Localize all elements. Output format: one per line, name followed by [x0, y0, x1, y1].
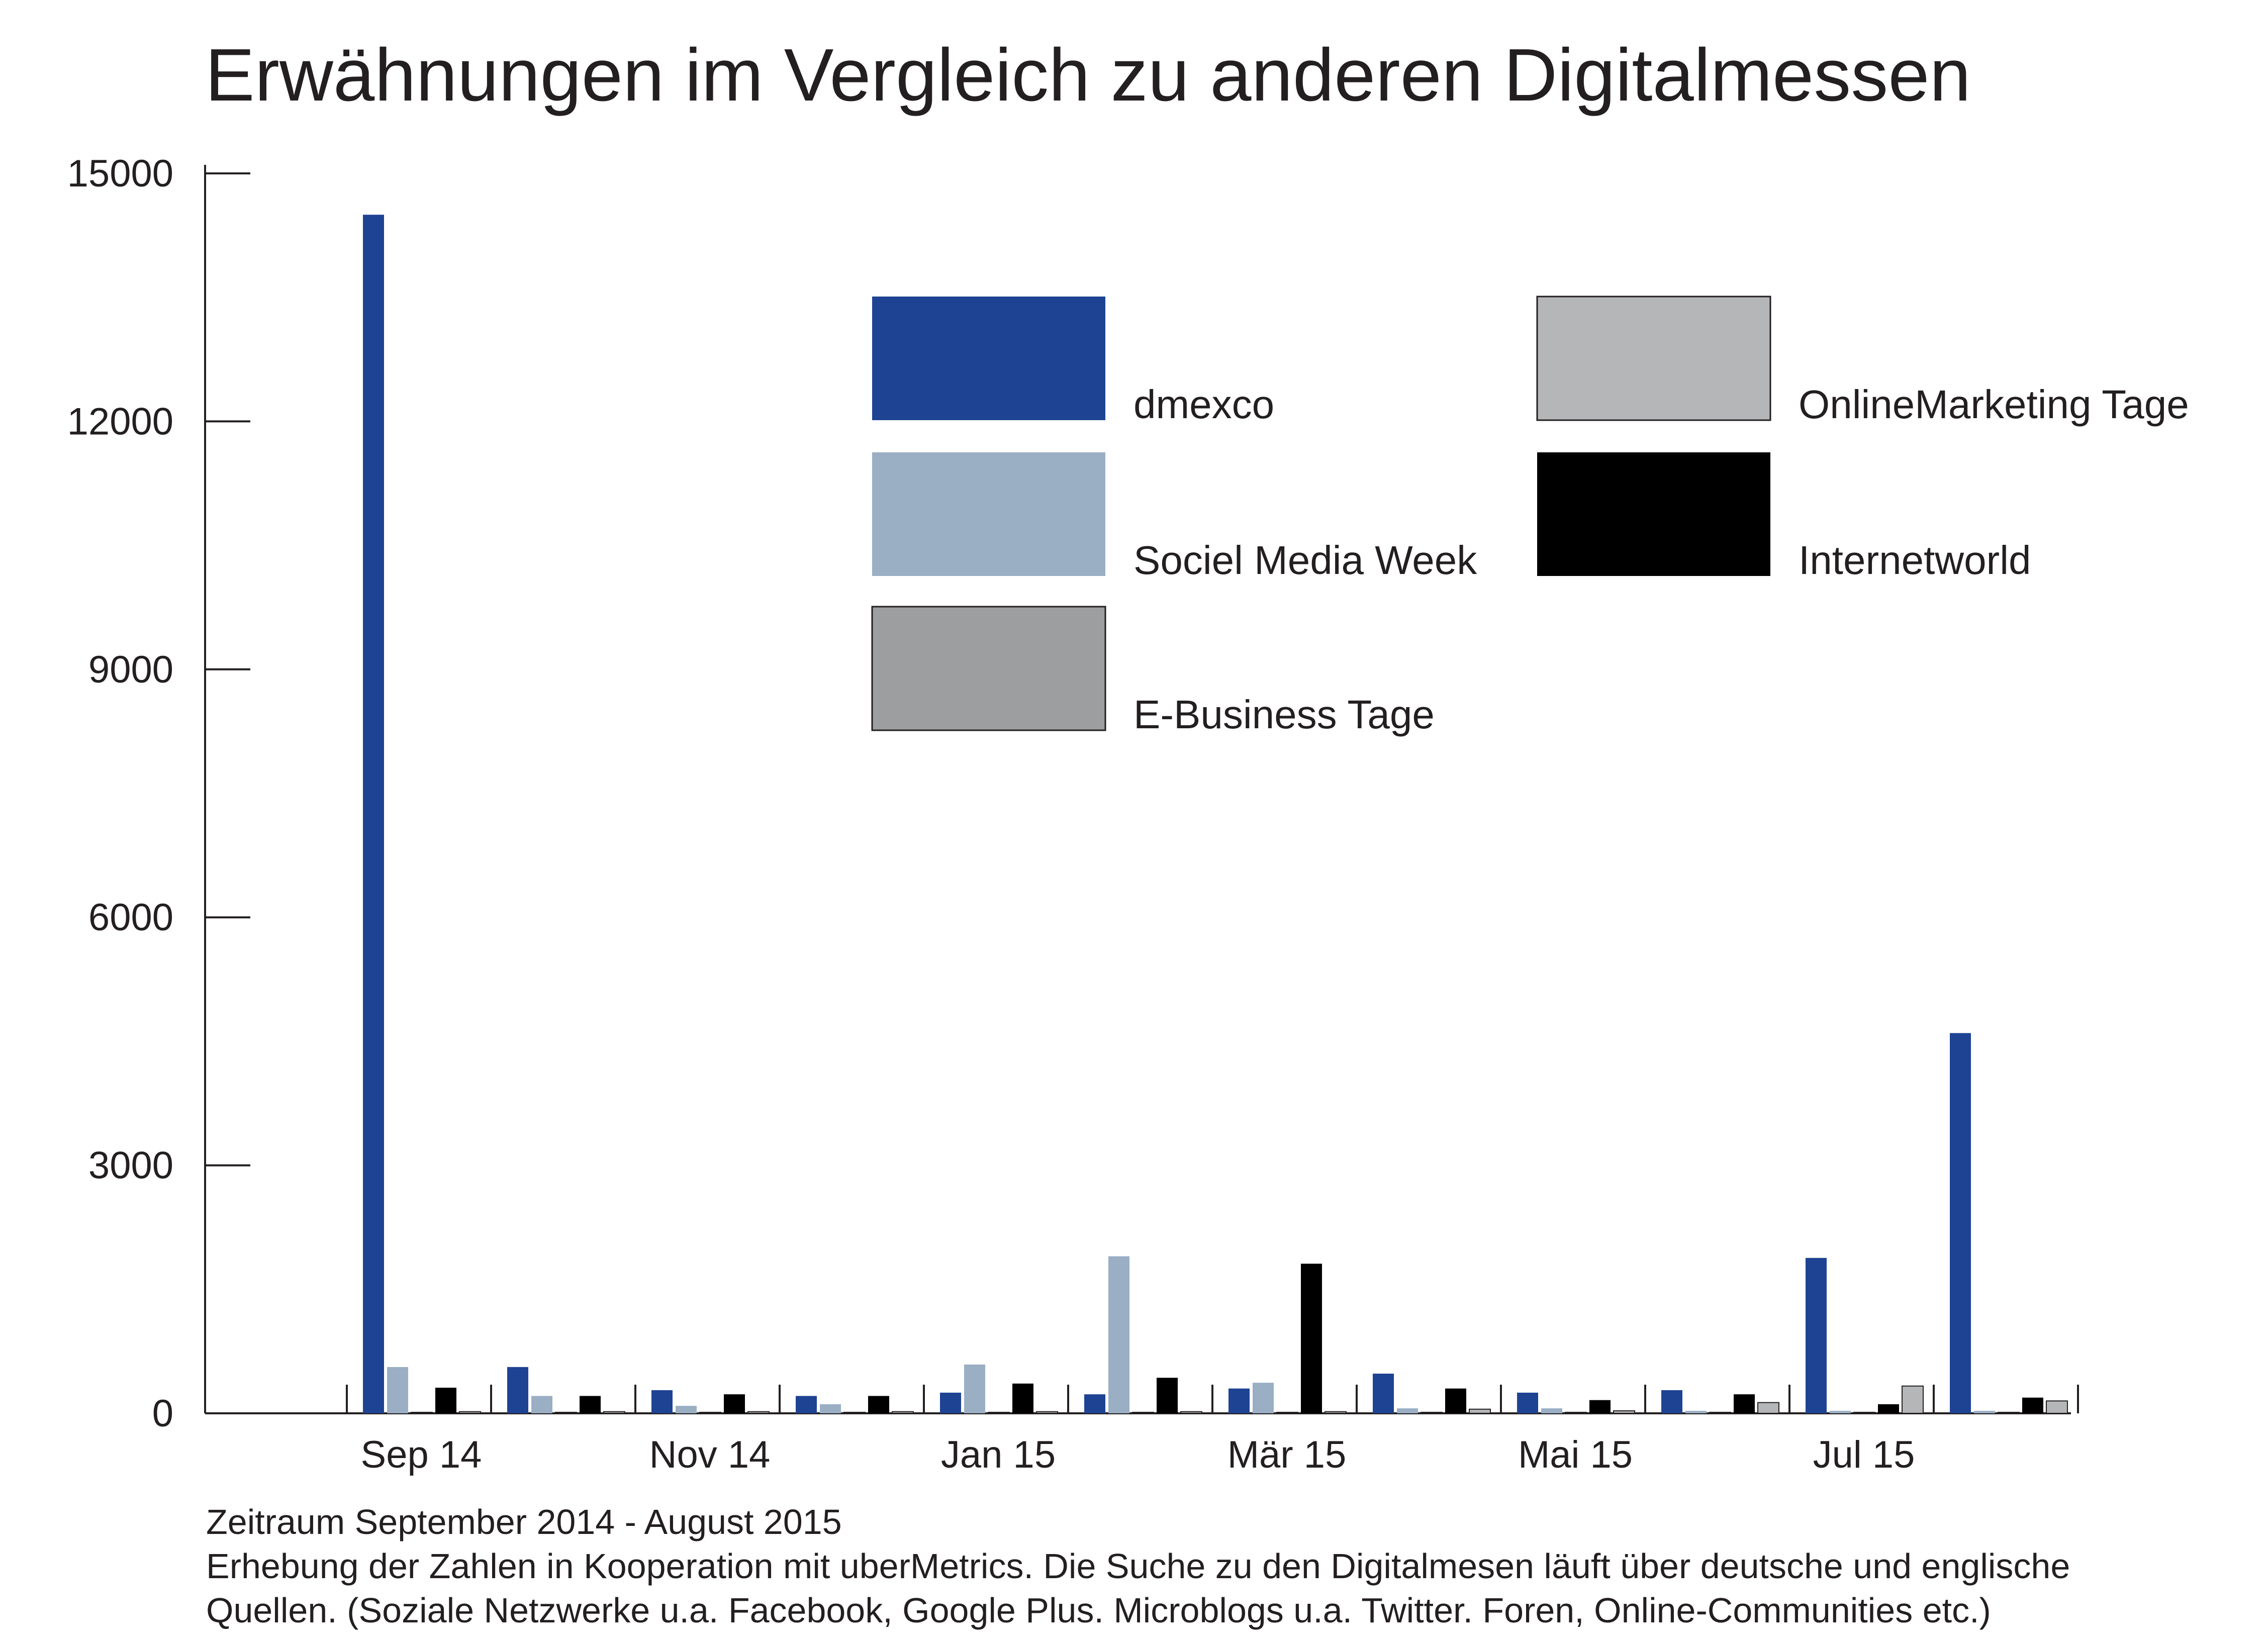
bar-dmexco-mär-15	[1228, 1388, 1250, 1413]
bar-sociel-media-week-jul-15	[1830, 1411, 1851, 1413]
footnote-period: Zeitraum September 2014 - August 2015	[206, 1502, 842, 1541]
bar-onlinemarketing-tage-mär-15	[1325, 1411, 1347, 1414]
bar-e-business-tage-dez-14	[843, 1412, 866, 1414]
bar-e-business-tage-mai-15	[1565, 1412, 1587, 1414]
bar-sociel-media-week-feb-15	[1108, 1256, 1129, 1413]
bar-e-business-tage-jun-15	[1709, 1412, 1731, 1414]
y-tick-label: 9000	[88, 648, 173, 691]
y-tick-label: 6000	[88, 896, 173, 939]
bar-sociel-media-week-apr-15	[1397, 1408, 1418, 1413]
legend-swatch	[872, 452, 1105, 576]
bar-dmexco-apr-15	[1373, 1374, 1394, 1413]
footnote-method: Erhebung der Zahlen in Kooperation mit u…	[206, 1547, 2070, 1586]
bar-sociel-media-week-dez-14	[820, 1404, 841, 1413]
legend-swatch	[1536, 296, 1771, 421]
legend-label: OnlineMarketing Tage	[1799, 382, 2189, 427]
bars	[363, 215, 2068, 1414]
bar-onlinemarketing-tage-aug-15	[2046, 1400, 2068, 1414]
bar-onlinemarketing-tage-nov-14	[747, 1411, 770, 1414]
bar-dmexco-okt-14	[507, 1367, 528, 1413]
bar-dmexco-jan-15	[940, 1392, 961, 1413]
x-tick-label: Jan 15	[941, 1433, 1056, 1476]
bar-sociel-media-week-okt-14	[531, 1396, 552, 1413]
x-ticks: Sep 14 Nov 14 Jan 15 Mär 15 Mai 15 Jul 15	[346, 1385, 2079, 1476]
bar-e-business-tage-jul-15	[1853, 1412, 1875, 1414]
y-tick-label: 0	[152, 1392, 173, 1435]
bar-onlinemarketing-tage-sep-14	[459, 1411, 481, 1414]
y-tick-label: 15000	[67, 152, 173, 195]
bar-internetworld-mai-15	[1589, 1400, 1611, 1413]
bar-onlinemarketing-tage-jan-15	[1036, 1411, 1058, 1414]
bar-onlinemarketing-tage-jul-15	[1902, 1385, 1924, 1414]
footnote-sources: Quellen. (Soziale Netzwerke u.a. Faceboo…	[206, 1591, 1991, 1630]
bar-sociel-media-week-mär-15	[1253, 1383, 1274, 1413]
bar-onlinemarketing-tage-mai-15	[1613, 1410, 1635, 1414]
bar-internetworld-dez-14	[868, 1396, 889, 1413]
legend: dmexco OnlineMarketing Tage Sociel Media W…	[871, 296, 2189, 737]
bar-e-business-tage-feb-15	[1132, 1412, 1154, 1414]
y-tick-label: 12000	[67, 400, 173, 443]
legend-label: Sociel Media Week	[1133, 538, 1477, 583]
bar-dmexco-sep-14	[363, 215, 384, 1413]
bar-sociel-media-week-jan-15	[964, 1364, 985, 1413]
bar-e-business-tage-apr-15	[1421, 1412, 1443, 1414]
y-tick-label: 3000	[88, 1144, 173, 1187]
bar-sociel-media-week-jun-15	[1685, 1411, 1707, 1413]
legend-swatch	[871, 606, 1106, 731]
bar-onlinemarketing-tage-feb-15	[1180, 1411, 1202, 1414]
bar-dmexco-feb-15	[1084, 1394, 1105, 1413]
bar-e-business-tage-aug-15	[1998, 1412, 2020, 1414]
legend-swatch	[872, 297, 1105, 420]
bar-internetworld-sep-14	[435, 1388, 456, 1413]
bar-dmexco-jun-15	[1661, 1390, 1682, 1413]
x-tick-label: Mär 15	[1227, 1433, 1347, 1476]
bar-internetworld-apr-15	[1445, 1388, 1466, 1413]
bar-onlinemarketing-tage-okt-14	[603, 1411, 625, 1414]
bar-internetworld-feb-15	[1157, 1378, 1178, 1413]
bar-e-business-tage-nov-14	[699, 1412, 721, 1414]
x-tick-label: Sep 14	[361, 1433, 482, 1476]
bar-sociel-media-week-sep-14	[387, 1367, 408, 1413]
y-ticks: 0 3000 6000 9000 12000 15000	[67, 152, 250, 1435]
x-tick-label: Nov 14	[649, 1433, 771, 1476]
bar-e-business-tage-okt-14	[555, 1412, 577, 1414]
bar-internetworld-jan-15	[1012, 1383, 1033, 1413]
bar-internetworld-aug-15	[2022, 1397, 2043, 1413]
bar-sociel-media-week-mai-15	[1541, 1408, 1562, 1413]
bar-e-business-tage-sep-14	[411, 1412, 433, 1414]
legend-label: dmexco	[1133, 382, 1274, 427]
legend-label: E-Business Tage	[1133, 692, 1435, 737]
bar-onlinemarketing-tage-apr-15	[1469, 1408, 1491, 1414]
bar-sociel-media-week-nov-14	[676, 1406, 697, 1413]
bar-internetworld-nov-14	[724, 1394, 745, 1413]
bar-internetworld-jul-15	[1878, 1404, 1899, 1413]
bar-e-business-tage-mär-15	[1276, 1412, 1298, 1414]
bar-dmexco-aug-15	[1950, 1033, 1971, 1413]
bar-internetworld-jun-15	[1734, 1394, 1755, 1413]
bar-dmexco-nov-14	[651, 1390, 673, 1413]
bar-onlinemarketing-tage-jun-15	[1757, 1402, 1779, 1414]
x-tick-label: Jul 15	[1813, 1433, 1915, 1476]
bar-onlinemarketing-tage-dez-14	[892, 1411, 914, 1414]
x-tick-label: Mai 15	[1518, 1433, 1633, 1476]
bar-dmexco-dez-14	[796, 1396, 817, 1413]
bar-dmexco-jul-15	[1806, 1258, 1827, 1413]
bar-dmexco-mai-15	[1517, 1392, 1538, 1413]
bar-e-business-tage-jan-15	[988, 1412, 1010, 1414]
legend-label: Internetworld	[1799, 538, 2031, 583]
chart-title: Erwähnungen im Vergleich zu anderen Digi…	[205, 34, 1971, 117]
legend-swatch	[1537, 452, 1770, 576]
bar-internetworld-okt-14	[580, 1396, 601, 1413]
footnote: Zeitraum September 2014 - August 2015 Er…	[206, 1502, 2070, 1630]
axes	[204, 165, 2071, 1414]
bar-sociel-media-week-aug-15	[1974, 1411, 1995, 1413]
bar-internetworld-mär-15	[1301, 1264, 1322, 1413]
